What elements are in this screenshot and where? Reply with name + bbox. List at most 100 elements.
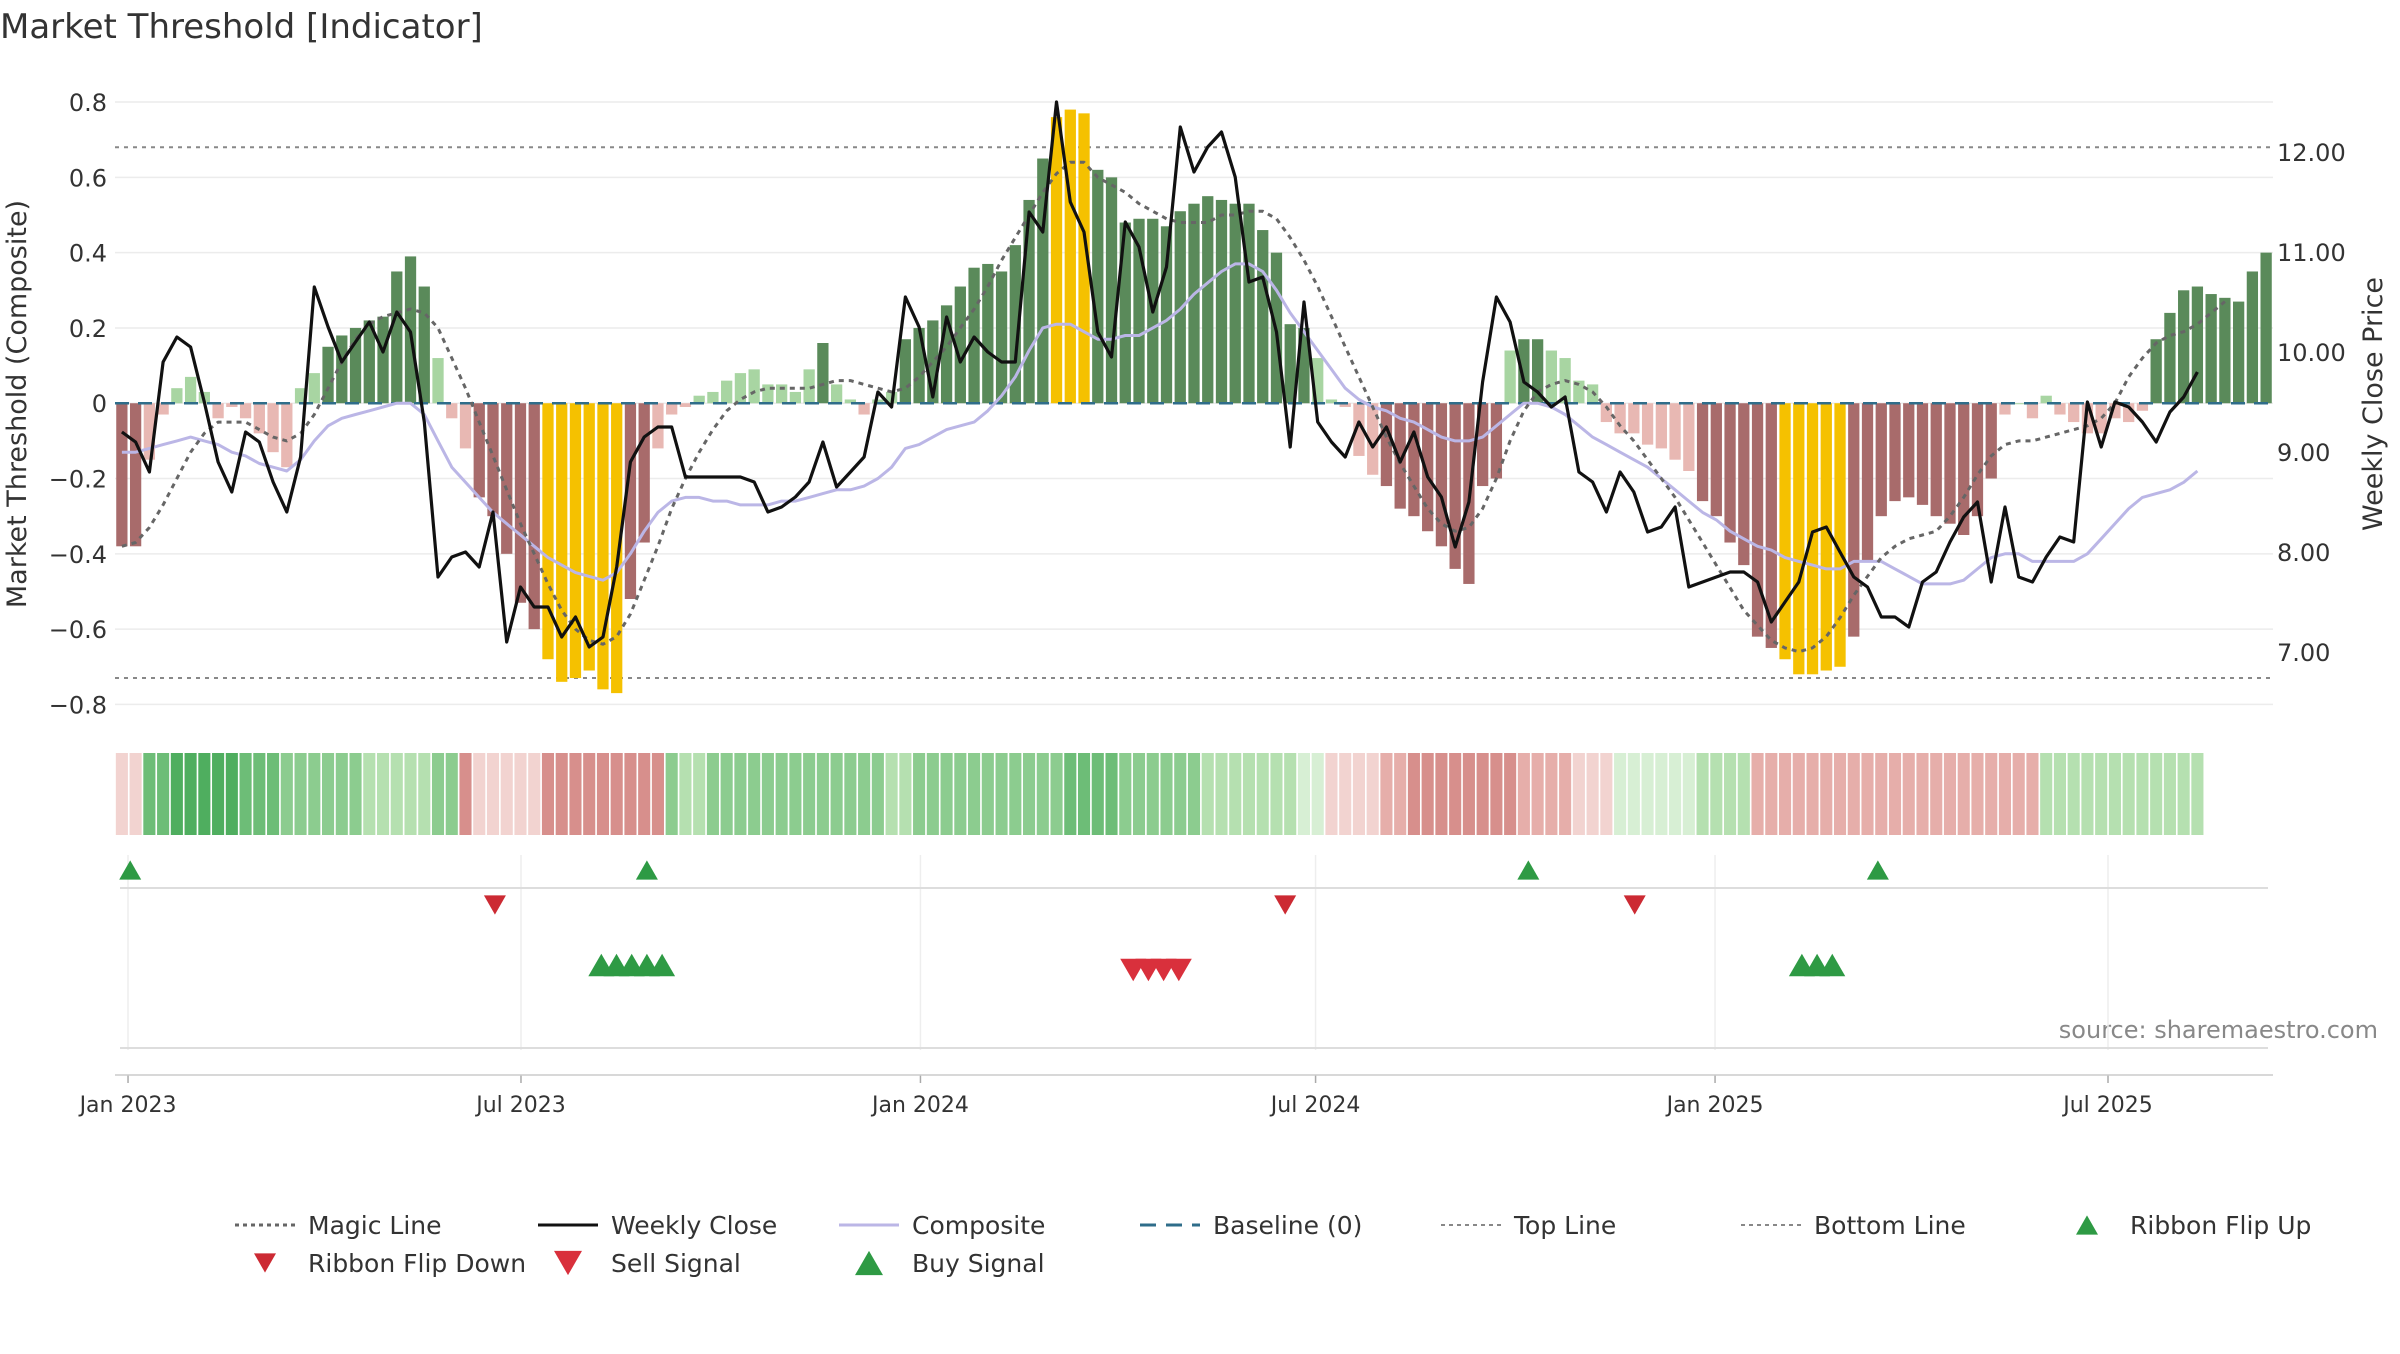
ribbon-cell (1916, 753, 1929, 835)
composite-bar (1669, 403, 1681, 460)
composite-bars (115, 109, 2273, 694)
composite-bar (1298, 327, 1310, 404)
composite-bar (1037, 158, 1049, 404)
ribbon-cell (1998, 753, 2012, 835)
composite-bar (1188, 203, 1200, 404)
composite-bar (2013, 403, 2025, 405)
composite-bar (2246, 271, 2259, 404)
ribbon-cell (1847, 753, 1860, 835)
composite-bar (995, 271, 1008, 404)
ribbon-cell (1875, 753, 1888, 835)
legend-label: Bottom Line (1814, 1211, 1966, 1240)
ribbon-cell (212, 753, 225, 835)
ribbon-cell (1339, 753, 1352, 835)
composite-bar (1999, 403, 2011, 415)
ribbon-cell (294, 753, 307, 835)
composite-bar (1284, 324, 1296, 404)
ribbon-cell (693, 753, 706, 835)
ribbon-cell (1407, 753, 1420, 835)
ribbon-cell (1806, 753, 1819, 835)
composite-bar (844, 399, 857, 404)
signal-markers (119, 860, 1889, 982)
ribbon-cell (844, 753, 857, 835)
composite-bar (1710, 403, 1722, 517)
composite-bar (556, 403, 568, 682)
ribbon-cell (1751, 753, 1764, 835)
ribbon-cell (1394, 753, 1407, 835)
ribbon-cell (2108, 753, 2121, 835)
y-tick-label: −0.8 (49, 691, 107, 719)
ribbon-cell (1449, 753, 1462, 835)
composite-bar (2219, 297, 2231, 404)
composite-bar (1655, 403, 1667, 449)
ribbon-cell (1009, 753, 1022, 835)
composite-bar (789, 391, 802, 404)
composite-bar (1477, 403, 1489, 487)
composite-bar (2054, 403, 2066, 415)
composite-bar (377, 316, 389, 404)
buy-signal-marker (649, 953, 676, 977)
ribbon-cell (514, 753, 527, 835)
ribbon-cell (734, 753, 747, 835)
ribbon-cell (1311, 753, 1324, 835)
ribbon-cell (1160, 753, 1173, 835)
composite-bar (1765, 403, 1777, 648)
legend-label: Top Line (1513, 1211, 1616, 1240)
composite-bar (528, 403, 540, 630)
ribbon-cell (418, 753, 431, 835)
ribbon-cell (390, 753, 403, 835)
ribbon-cell (1119, 753, 1132, 835)
ribbon-cell (569, 753, 582, 835)
composite-bar (2123, 403, 2135, 423)
ribbon-cell (2040, 753, 2053, 835)
y2-tick-label: 9.00 (2277, 439, 2330, 467)
ribbon-cell (913, 753, 926, 835)
composite-bar (2109, 403, 2121, 419)
ribbon-cell (885, 753, 898, 835)
ribbon-cell (665, 753, 678, 835)
composite-bar (226, 403, 238, 407)
ribbon-cell (1572, 753, 1585, 835)
composite-bar (1531, 339, 1544, 404)
ribbon-cell (1325, 753, 1338, 835)
ribbon-cell (651, 753, 664, 835)
ribbon-cell (1105, 753, 1118, 835)
composite-bar (1215, 199, 1228, 404)
ribbon-cell (610, 753, 623, 835)
composite-bar (913, 327, 925, 404)
ribbon-cell (1627, 753, 1640, 835)
composite-bar (1724, 403, 1736, 543)
composite-bar (1078, 113, 1090, 404)
ribbon-cell (267, 753, 280, 835)
composite-bar (597, 403, 609, 690)
ribbon-flip-down-marker (483, 895, 506, 915)
ribbon-cell (1284, 753, 1297, 835)
composite-bar (1628, 403, 1640, 434)
legend-label: Weekly Close (611, 1211, 777, 1240)
composite-bar (624, 403, 637, 599)
composite-bar (858, 403, 870, 415)
y2-axis-label: Weekly Close Price (2358, 277, 2389, 531)
ribbon-cell (1833, 753, 1847, 835)
ribbon-cell (1174, 753, 1187, 835)
legend-marker (2076, 1215, 2098, 1235)
ribbon-cell (1943, 753, 1957, 835)
ribbon-cell (1201, 753, 1214, 835)
composite-bar (1545, 350, 1558, 404)
y-tick-label: 0 (92, 390, 107, 418)
ribbon-cell (500, 753, 513, 835)
composite-bar (432, 358, 444, 404)
legend-label: Ribbon Flip Down (308, 1249, 526, 1278)
ribbon-cell (803, 753, 816, 835)
composite-bar (184, 376, 197, 404)
legend-label: Composite (912, 1211, 1045, 1240)
composite-bar (1394, 403, 1406, 509)
legend: Magic Line Weekly Close Composite Baseline … (235, 1211, 2311, 1278)
composite-bar (2040, 395, 2052, 404)
composite-bar (1133, 218, 1145, 404)
sell-signal-marker (1165, 958, 1192, 982)
y-tick-label: −0.6 (49, 616, 107, 644)
x-tick-label: Jul 2025 (2061, 1093, 2153, 1118)
composite-bar (1930, 403, 1942, 517)
